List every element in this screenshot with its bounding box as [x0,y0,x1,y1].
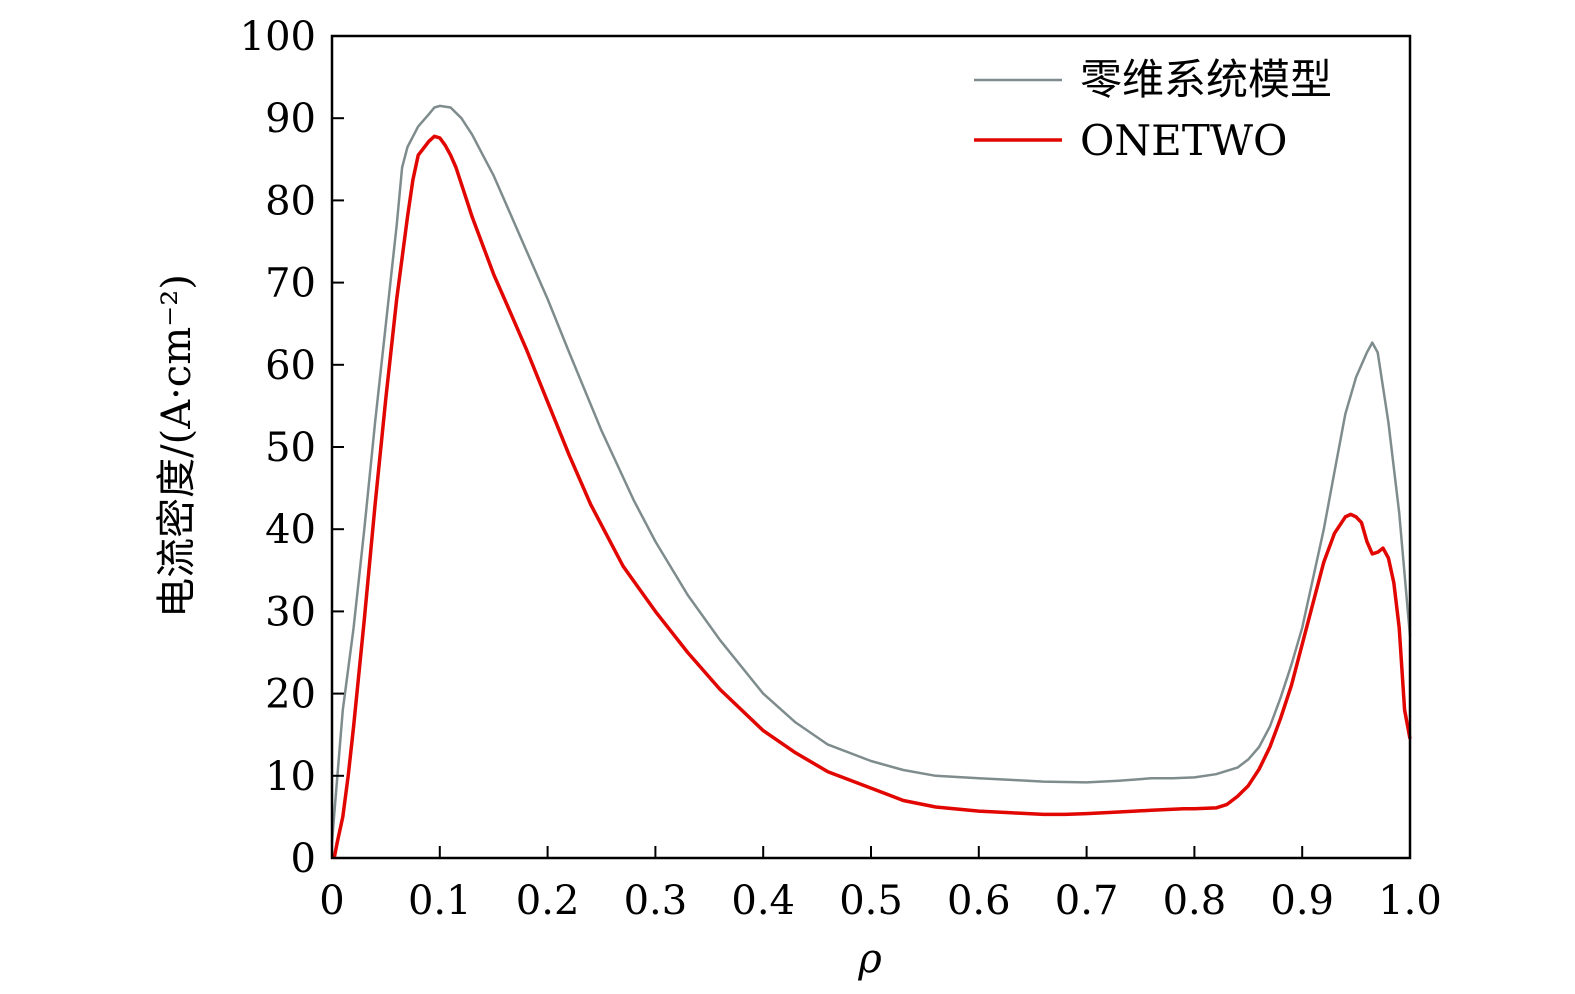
series-line-onetwo [332,134,1412,859]
x-axis: 0 0.1 0.2 0.3 0.4 0.5 0.6 0.7 0.8 0.9 1.0 [319,846,1442,924]
y-tick-label: 0 [291,836,316,882]
x-tick-label: 0.1 [408,878,472,924]
y-axis-title: 电流密度/(A·cm⁻²) [154,274,200,618]
y-tick-label: 90 [265,96,316,142]
y-tick-label: 80 [265,178,316,224]
x-tick-label: 0.9 [1270,878,1334,924]
x-tick-label: 0.6 [947,878,1011,924]
y-axis-label: 电流密度/(A·cm⁻²) [154,274,200,618]
x-tick-label: 0 [319,878,344,924]
y-tick-label: 60 [265,343,316,389]
series-line-zero-dim-model [330,104,1412,842]
y-tick-label: 70 [265,261,316,307]
x-tick-label: 0.8 [1163,878,1227,924]
y-tick-label: 10 [265,754,316,800]
y-axis: 0 10 20 30 40 50 60 70 80 90 100 [240,14,344,882]
x-tick-label: 0.2 [516,878,580,924]
x-tick-label: 0.5 [839,878,903,924]
legend: 零维系统模型 ONETWO [974,55,1332,165]
x-tick-label: 1.0 [1378,878,1442,924]
y-tick-label: 20 [265,672,316,718]
x-tick-label: 0.4 [731,878,795,924]
x-axis-label: ρ [857,936,882,982]
plot-area [330,104,1412,859]
x-tick-label: 0.3 [624,878,688,924]
y-tick-label: 30 [265,589,316,635]
legend-label-zero-dim-model: 零维系统模型 [1080,55,1332,104]
y-tick-label: 100 [240,14,316,60]
y-tick-label: 50 [265,425,316,471]
legend-label-onetwo: ONETWO [1080,116,1287,165]
x-tick-label: 0.7 [1055,878,1119,924]
y-tick-label: 40 [265,507,316,553]
